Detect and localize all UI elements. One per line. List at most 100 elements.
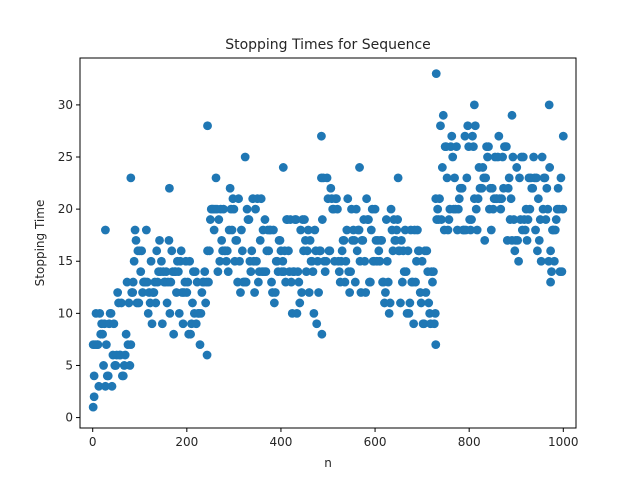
data-point-385 xyxy=(450,173,459,183)
data-point-244 xyxy=(317,215,327,224)
data-point-144 xyxy=(223,267,233,277)
data-point-265 xyxy=(337,246,347,256)
data-point-169 xyxy=(247,246,257,256)
data-point-92 xyxy=(174,308,184,318)
data-point-24 xyxy=(111,361,121,370)
data-point-370 xyxy=(436,121,445,131)
data-point-123 xyxy=(204,277,213,287)
data-point-418 xyxy=(481,173,491,183)
x-tick-label-200: 200 xyxy=(175,435,198,449)
y-tick-label-30: 30 xyxy=(58,98,73,112)
data-point-238 xyxy=(312,319,322,329)
data-point-211 xyxy=(286,277,296,287)
data-point-190 xyxy=(267,277,276,287)
data-point-460 xyxy=(520,225,530,235)
data-point-247 xyxy=(320,267,330,277)
data-point-178 xyxy=(255,235,265,245)
data-point-124 xyxy=(205,246,214,256)
data-point-20 xyxy=(107,381,117,391)
data-point-445 xyxy=(506,194,516,204)
data-point-377 xyxy=(442,173,452,183)
data-point-452 xyxy=(513,235,523,245)
data-point-142 xyxy=(221,256,231,266)
data-point-22 xyxy=(109,319,119,329)
data-point-110 xyxy=(191,319,201,329)
data-point-16 xyxy=(103,371,113,381)
data-point-434 xyxy=(496,204,506,214)
data-point-94 xyxy=(176,246,186,256)
data-point-222 xyxy=(297,288,307,297)
data-point-518 xyxy=(544,100,554,110)
data-point-115 xyxy=(196,308,206,318)
data-point-488 xyxy=(547,267,556,277)
data-point-482 xyxy=(541,215,551,224)
data-point-104 xyxy=(186,329,195,339)
data-point-230 xyxy=(304,288,314,297)
data-point-220 xyxy=(295,298,305,308)
data-point-357 xyxy=(424,298,434,308)
data-point-390 xyxy=(454,194,464,204)
data-point-440 xyxy=(501,142,511,151)
data-point-458 xyxy=(518,152,528,162)
data-point-96 xyxy=(178,319,188,329)
data-point-373 xyxy=(438,110,448,120)
data-point-498 xyxy=(556,173,566,183)
data-point-53 xyxy=(138,288,147,297)
y-tick-label-15: 15 xyxy=(58,254,73,268)
data-point-193 xyxy=(269,298,279,308)
data-point-32 xyxy=(118,371,128,381)
data-point-409 xyxy=(472,225,482,235)
data-point-447 xyxy=(508,152,518,162)
data-point-157 xyxy=(236,288,245,297)
data-points xyxy=(88,69,568,412)
data-point-312 xyxy=(381,215,391,224)
data-point-477 xyxy=(536,256,546,266)
data-point-341 xyxy=(409,319,419,329)
data-point-345 xyxy=(413,225,422,235)
data-point-187 xyxy=(264,246,274,256)
data-point-287 xyxy=(358,235,368,245)
data-point-166 xyxy=(244,215,254,224)
data-point-235 xyxy=(309,308,319,318)
data-point-453 xyxy=(514,256,523,266)
data-point-30 xyxy=(117,298,126,308)
data-point-125 xyxy=(205,215,215,224)
data-point-492 xyxy=(550,225,560,235)
data-point-462 xyxy=(522,235,532,245)
data-point-69 xyxy=(153,277,163,287)
y-tick-label-20: 20 xyxy=(58,202,73,216)
data-point-442 xyxy=(503,183,513,193)
data-point-79 xyxy=(162,298,172,308)
data-point-259 xyxy=(332,194,341,204)
data-point-474 xyxy=(533,194,543,204)
data-point-507 xyxy=(203,121,212,131)
data-point-280 xyxy=(351,204,361,214)
data-point-426 xyxy=(488,204,498,214)
data-point-172 xyxy=(250,288,259,297)
data-point-393 xyxy=(457,183,467,193)
data-point-173 xyxy=(251,204,260,214)
data-point-335 xyxy=(403,246,413,256)
data-point-289 xyxy=(360,256,370,266)
data-point-273 xyxy=(345,288,355,297)
data-point-520 xyxy=(558,131,568,141)
data-point-120 xyxy=(201,298,211,308)
data-point-248 xyxy=(321,256,331,266)
data-point-410 xyxy=(473,194,483,204)
data-point-281 xyxy=(352,246,362,256)
data-point-176 xyxy=(253,277,263,287)
data-point-510 xyxy=(317,131,326,141)
data-point-367 xyxy=(433,204,443,214)
data-point-135 xyxy=(215,256,225,266)
y-tick-label-10: 10 xyxy=(58,306,73,320)
data-point-355 xyxy=(422,246,432,256)
data-point-487 xyxy=(546,246,555,256)
data-point-34 xyxy=(120,350,130,360)
data-point-73 xyxy=(157,256,166,266)
data-point-236 xyxy=(310,225,320,235)
data-point-363 xyxy=(429,319,439,329)
data-point-67 xyxy=(151,298,161,308)
data-point-253 xyxy=(326,183,336,193)
data-point-317 xyxy=(386,204,396,214)
data-point-239 xyxy=(313,256,323,266)
